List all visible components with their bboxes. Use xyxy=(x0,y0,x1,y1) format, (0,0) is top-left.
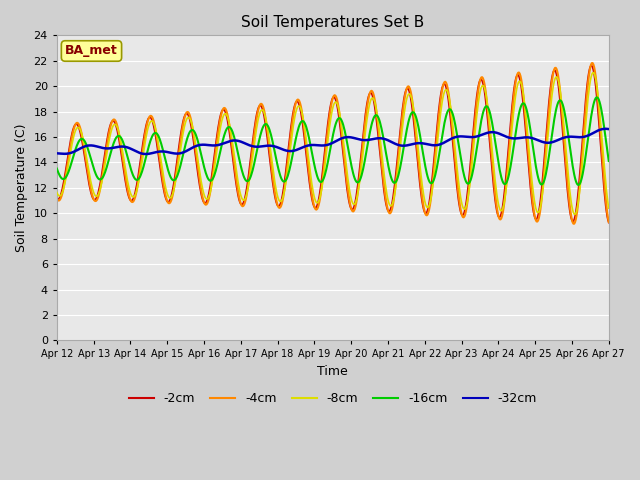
-4cm xyxy=(176,144,184,150)
-4cm xyxy=(589,60,596,66)
-4cm xyxy=(416,174,424,180)
-2cm xyxy=(605,220,612,226)
-8cm xyxy=(416,162,424,168)
-32cm xyxy=(602,126,609,132)
-2cm xyxy=(53,196,61,202)
-8cm xyxy=(176,152,184,158)
Y-axis label: Soil Temperature (C): Soil Temperature (C) xyxy=(15,124,28,252)
-16cm xyxy=(593,95,601,100)
-4cm xyxy=(205,196,212,202)
-32cm xyxy=(142,151,150,157)
-16cm xyxy=(205,177,212,182)
-16cm xyxy=(53,166,61,171)
-32cm xyxy=(177,150,184,156)
Line: -8cm: -8cm xyxy=(57,72,609,215)
-16cm xyxy=(176,166,184,171)
-4cm xyxy=(400,101,408,107)
-32cm xyxy=(417,140,424,146)
-4cm xyxy=(63,166,70,172)
-4cm xyxy=(605,219,612,225)
-4cm xyxy=(53,196,61,202)
-2cm xyxy=(400,96,408,102)
-4cm xyxy=(120,161,127,167)
-8cm xyxy=(53,190,61,195)
-2cm xyxy=(205,191,212,196)
Line: -32cm: -32cm xyxy=(57,129,609,154)
-16cm xyxy=(416,132,424,138)
-32cm xyxy=(53,150,61,156)
-2cm xyxy=(63,160,70,166)
-8cm xyxy=(205,194,212,200)
Title: Soil Temperatures Set B: Soil Temperatures Set B xyxy=(241,15,424,30)
-4cm xyxy=(570,221,577,227)
Line: -4cm: -4cm xyxy=(57,63,609,224)
-32cm xyxy=(401,143,408,148)
-2cm xyxy=(588,63,595,69)
Legend: -2cm, -4cm, -8cm, -16cm, -32cm: -2cm, -4cm, -8cm, -16cm, -32cm xyxy=(124,387,542,410)
-16cm xyxy=(120,141,127,146)
-2cm xyxy=(416,182,424,188)
-8cm xyxy=(120,155,127,161)
Line: -2cm: -2cm xyxy=(57,66,609,223)
-8cm xyxy=(400,113,408,119)
-32cm xyxy=(63,151,70,156)
-8cm xyxy=(605,205,612,211)
-8cm xyxy=(63,170,70,176)
-2cm xyxy=(176,138,184,144)
-2cm xyxy=(120,168,127,173)
-16cm xyxy=(63,173,70,179)
Line: -16cm: -16cm xyxy=(57,97,609,185)
-32cm xyxy=(205,143,213,148)
-16cm xyxy=(574,182,582,188)
-16cm xyxy=(605,158,612,164)
X-axis label: Time: Time xyxy=(317,365,348,378)
Text: BA_met: BA_met xyxy=(65,45,118,58)
-32cm xyxy=(605,126,612,132)
-8cm xyxy=(589,70,597,75)
-16cm xyxy=(400,144,408,150)
-32cm xyxy=(120,144,127,149)
-8cm xyxy=(571,212,579,217)
